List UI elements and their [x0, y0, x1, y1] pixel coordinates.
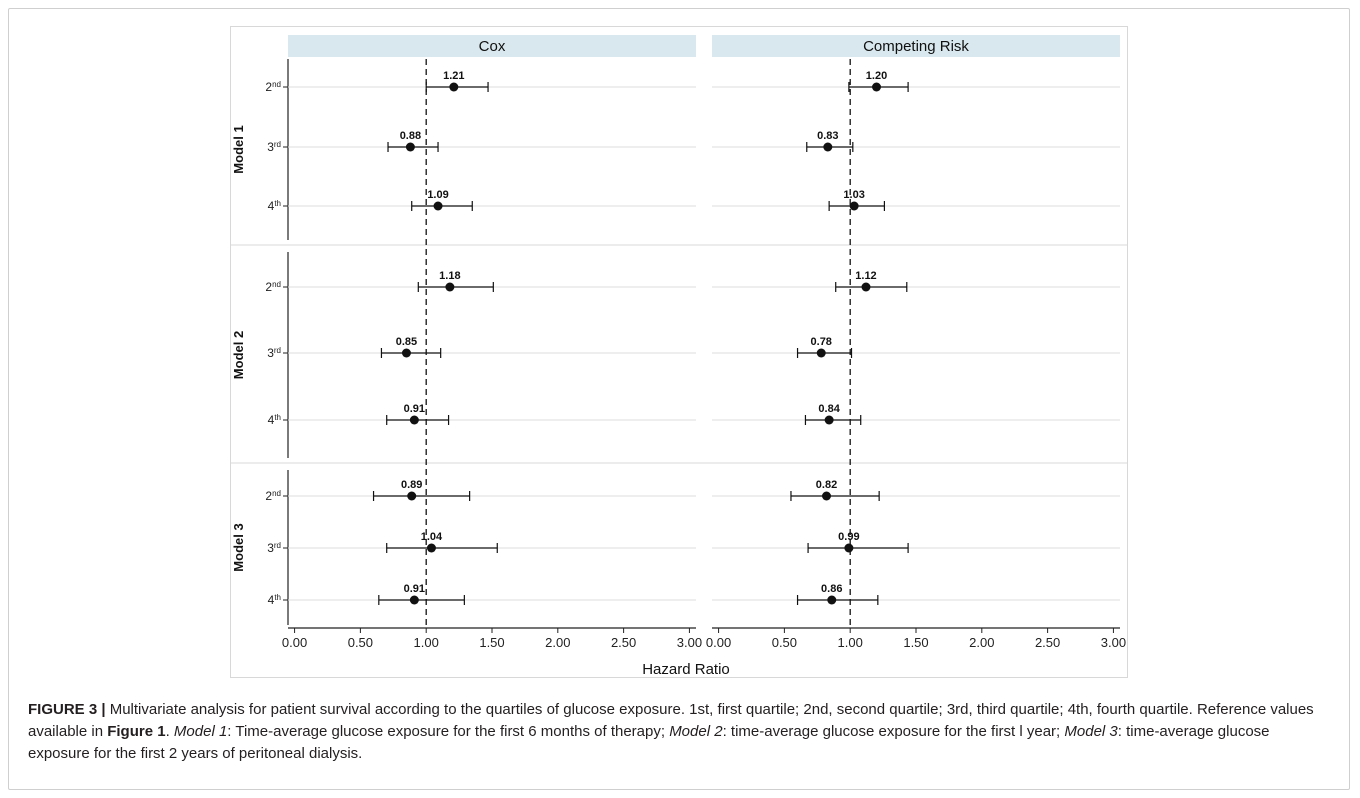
hazard-ratio-point	[849, 201, 859, 211]
x-tick-label: 1.50	[479, 635, 504, 650]
caption-model3-text: : time-average glucose exposure for the …	[28, 723, 1270, 762]
x-tick-label: 0.50	[348, 635, 373, 650]
hazard-ratio-label: 1.20	[866, 70, 887, 82]
hazard-ratio-label: 0.91	[404, 583, 425, 595]
hazard-ratio-label: 0.99	[838, 531, 859, 543]
model-label: Model 1	[231, 125, 246, 173]
hazard-ratio-point	[861, 282, 871, 292]
x-tick-label: 2.50	[611, 635, 636, 650]
figure-caption: FIGURE 3 | Multivariate analysis for pat…	[28, 699, 1328, 765]
hazard-ratio-point	[823, 142, 833, 152]
category-tick-label: 4th	[268, 413, 281, 427]
hazard-ratio-label: 0.83	[817, 130, 838, 142]
caption-model1-text: : Time-average glucose exposure for the …	[227, 723, 670, 740]
hazard-ratio-point	[827, 595, 837, 605]
hazard-ratio-label: 1.04	[421, 531, 443, 543]
x-tick-label: 3.00	[1101, 635, 1126, 650]
hazard-ratio-point	[844, 543, 854, 553]
model-label: Model 2	[231, 331, 246, 379]
caption-model1-name: Model 1	[173, 723, 228, 740]
panel-strip	[288, 35, 696, 57]
hazard-ratio-label: 0.88	[400, 130, 421, 142]
category-tick-label: 2nd	[265, 280, 281, 294]
x-tick-label: 2.50	[1035, 635, 1060, 650]
x-tick-label: 3.00	[677, 635, 702, 650]
hazard-ratio-point	[872, 82, 882, 92]
hazard-ratio-point	[409, 415, 419, 425]
hazard-ratio-point	[449, 82, 459, 92]
category-tick-label: 2nd	[265, 80, 281, 94]
hazard-ratio-label: 0.86	[821, 583, 842, 595]
category-tick-label: 4th	[268, 199, 281, 213]
hazard-ratio-point	[401, 348, 411, 358]
hazard-ratio-label: 0.78	[811, 336, 832, 348]
hazard-ratio-label: 1.03	[843, 189, 864, 201]
hazard-ratio-point	[407, 491, 417, 501]
category-tick-label: 3rd	[267, 541, 281, 555]
x-tick-label: 0.00	[706, 635, 731, 650]
hazard-ratio-point	[822, 491, 832, 501]
hazard-ratio-label: 0.89	[401, 479, 422, 491]
caption-figure-label: FIGURE 3 |	[28, 701, 106, 718]
hazard-ratio-label: 0.82	[816, 479, 837, 491]
panel-title: Cox	[479, 38, 506, 55]
category-tick-label: 2nd	[265, 489, 281, 503]
hazard-ratio-point	[824, 415, 834, 425]
caption-model2-text: : time-average glucose exposure for the …	[722, 723, 1065, 740]
panel-title: Competing Risk	[863, 38, 969, 55]
hazard-ratio-label: 0.85	[396, 336, 417, 348]
hazard-ratio-point	[445, 282, 455, 292]
hazard-ratio-point	[409, 595, 419, 605]
hazard-ratio-point	[405, 142, 415, 152]
caption-figure-ref: Figure 1	[107, 723, 166, 740]
hazard-ratio-label: 1.12	[855, 270, 876, 282]
x-axis-title: Hazard Ratio	[642, 661, 730, 678]
hazard-ratio-label: 0.84	[818, 403, 840, 415]
category-tick-label: 4th	[268, 593, 281, 607]
hazard-ratio-label: 1.21	[443, 70, 464, 82]
caption-text-2: .	[165, 723, 174, 740]
hazard-ratio-point	[426, 543, 436, 553]
x-tick-label: 2.00	[545, 635, 570, 650]
forest-plot-chart: Cox Competing Risk Model 1 2nd 3rd 4th Model 2…	[231, 35, 1127, 678]
x-tick-label: 1.50	[903, 635, 928, 650]
caption-text-1: Multivariate analysis for patient surviv…	[28, 701, 1314, 740]
plot-area-border	[230, 26, 1128, 678]
x-tick-label: 1.00	[414, 635, 439, 650]
category-tick-label: 3rd	[267, 140, 281, 154]
caption-model3-name: Model 3	[1064, 723, 1118, 740]
x-tick-label: 2.00	[969, 635, 994, 650]
hazard-ratio-point	[816, 348, 826, 358]
x-tick-label: 1.00	[838, 635, 863, 650]
hazard-ratio-label: 1.18	[439, 270, 460, 282]
model-label: Model 3	[231, 523, 246, 571]
x-tick-label: 0.50	[772, 635, 797, 650]
caption-model2-name: Model 2	[669, 723, 723, 740]
figure-frame	[8, 8, 1350, 790]
category-tick-label: 3rd	[267, 346, 281, 360]
hazard-ratio-point	[433, 201, 443, 211]
hazard-ratio-label: 1.09	[427, 189, 448, 201]
x-tick-label: 0.00	[282, 635, 307, 650]
hazard-ratio-label: 0.91	[404, 403, 425, 415]
panel-strip	[712, 35, 1120, 57]
